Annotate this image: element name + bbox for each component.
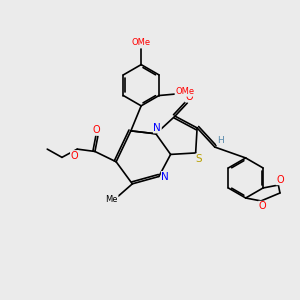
Text: H: H xyxy=(217,136,224,145)
Text: Me: Me xyxy=(106,195,118,204)
Text: O: O xyxy=(276,175,284,185)
Text: N: N xyxy=(161,172,169,182)
Text: O: O xyxy=(93,125,100,135)
Text: O: O xyxy=(259,201,266,211)
Text: OMe: OMe xyxy=(175,87,194,96)
Text: OMe: OMe xyxy=(132,38,151,47)
Text: O: O xyxy=(70,151,78,160)
Text: S: S xyxy=(196,154,202,164)
Text: O: O xyxy=(185,92,193,102)
Text: N: N xyxy=(154,123,161,133)
